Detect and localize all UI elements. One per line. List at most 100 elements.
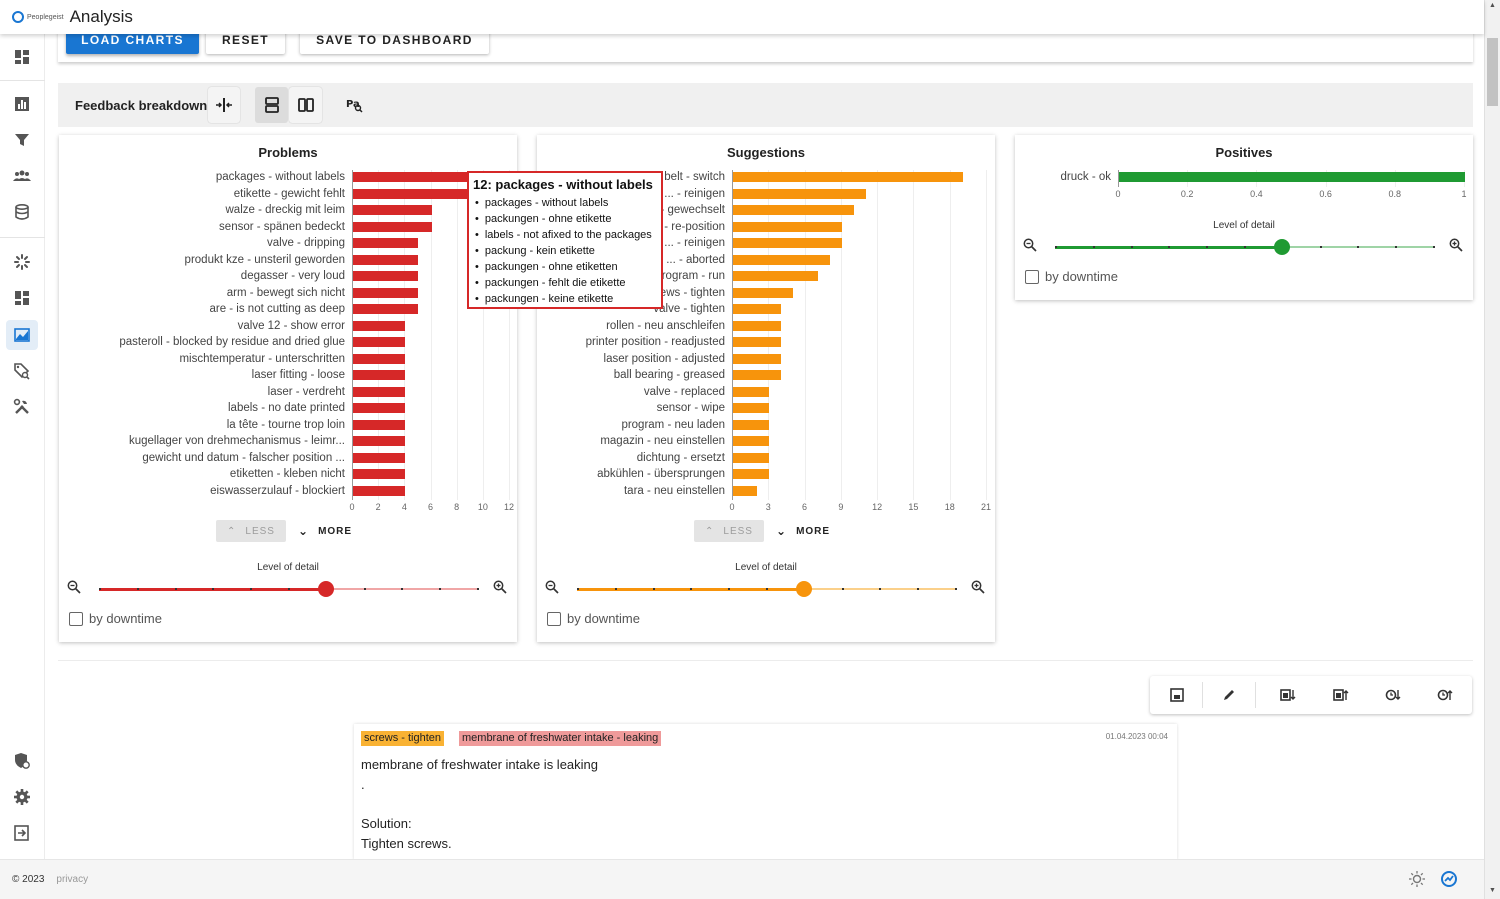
suggestions-bar[interactable]: [733, 221, 842, 232]
comment-tag-problem[interactable]: membrane of freshwater intake - leaking: [459, 731, 662, 746]
suggestions-bar[interactable]: [733, 403, 770, 413]
export-icon[interactable]: [1169, 687, 1185, 703]
problems-by-downtime-row[interactable]: by downtime: [69, 611, 162, 626]
suggestions-bar[interactable]: [733, 238, 842, 248]
chart-tooltip: 12: packages - without labels packages -…: [467, 171, 663, 309]
scroll-down-arrow-icon[interactable]: ▼: [1489, 887, 1496, 894]
app-logo[interactable]: Peoplegeist: [12, 11, 64, 23]
layout-stacked-button[interactable]: [255, 87, 288, 123]
suggestions-bar[interactable]: [733, 485, 758, 496]
suggestions-bar[interactable]: [733, 287, 794, 298]
suggestions-more-button[interactable]: ⌄ MORE: [772, 520, 834, 542]
nav-settings[interactable]: [6, 782, 38, 812]
scroll-up-arrow-icon[interactable]: ▲: [1489, 2, 1496, 9]
zoom-out-icon[interactable]: [67, 580, 81, 594]
dashboard-icon: [15, 50, 29, 64]
nav-security[interactable]: [6, 746, 38, 776]
clock-sort-down-icon[interactable]: [1385, 687, 1401, 703]
suggestions-bar[interactable]: [733, 337, 782, 347]
comment-card[interactable]: screws - tighten membrane of freshwater …: [354, 724, 1177, 860]
suggestions-bar[interactable]: [733, 436, 770, 446]
suggestions-bar[interactable]: [733, 370, 782, 380]
suggestions-bar[interactable]: [733, 172, 963, 182]
problems-x-tick-label: 8: [454, 502, 460, 512]
nav-logout[interactable]: [6, 818, 38, 848]
positives-by-downtime-row[interactable]: by downtime: [1025, 269, 1118, 284]
comment-tag-suggestion[interactable]: screws - tighten: [361, 731, 445, 746]
nav-database[interactable]: [6, 197, 38, 227]
scroll-thumb[interactable]: [1487, 38, 1498, 106]
problems-more-button[interactable]: ⌄ MORE: [294, 520, 356, 542]
suggestions-bar[interactable]: [733, 469, 770, 479]
nav-tools[interactable]: [6, 392, 38, 422]
brand-logo-icon[interactable]: [1440, 870, 1458, 888]
nav-analysis[interactable]: [6, 320, 38, 350]
nav-overview[interactable]: [6, 283, 38, 313]
nav-filter[interactable]: [6, 125, 38, 155]
suggestions-bar[interactable]: [733, 188, 867, 199]
zoom-in-icon[interactable]: [1449, 238, 1463, 252]
positives-bar[interactable]: [1119, 172, 1465, 182]
problems-bar[interactable]: [353, 436, 406, 446]
edit-icon[interactable]: [1221, 687, 1237, 703]
problems-bar[interactable]: [353, 370, 406, 380]
problems-bar[interactable]: [353, 419, 406, 430]
problems-bar[interactable]: [353, 188, 471, 199]
problems-bar[interactable]: [353, 254, 419, 265]
zoom-in-icon[interactable]: [971, 580, 985, 594]
problems-slider-knob[interactable]: [317, 581, 334, 597]
zoom-out-icon[interactable]: [1023, 238, 1037, 252]
nav-reports[interactable]: [6, 89, 38, 119]
problems-less-button[interactable]: ⌃ LESS: [216, 520, 286, 542]
problems-bar[interactable]: [353, 353, 406, 364]
zoom-out-icon[interactable]: [545, 580, 559, 594]
problems-bar[interactable]: [353, 403, 406, 413]
problems-bar[interactable]: [353, 469, 406, 479]
suggestions-bar[interactable]: [733, 386, 770, 397]
suggestions-bar[interactable]: [733, 320, 782, 331]
suggestions-slider-knob[interactable]: [795, 581, 812, 597]
translate-search-button[interactable]: Pa: [338, 87, 370, 123]
suggestions-less-button[interactable]: ⌃ LESS: [694, 520, 764, 542]
problems-bar[interactable]: [353, 485, 406, 496]
problems-bar[interactable]: [353, 221, 432, 232]
problems-bar[interactable]: [353, 238, 419, 248]
calendar-sort-up-icon[interactable]: [1333, 687, 1349, 703]
suggestions-bar[interactable]: [733, 304, 782, 314]
privacy-link[interactable]: privacy: [56, 874, 89, 885]
layout-columns-button[interactable]: [289, 87, 322, 123]
problems-bar[interactable]: [353, 205, 432, 215]
nav-tags[interactable]: [6, 356, 38, 386]
suggestions-bar[interactable]: [733, 353, 782, 364]
problems-bar[interactable]: [353, 172, 510, 182]
page-scrollbar[interactable]: ▲ ▼: [1484, 0, 1500, 899]
problems-by-downtime-checkbox[interactable]: [69, 611, 83, 626]
suggestions-category-label: tara - neu einstellen: [623, 484, 725, 497]
problems-x-tick-label: 0: [349, 502, 355, 512]
theme-toggle-icon[interactable]: [1408, 870, 1426, 888]
positives-by-downtime-checkbox[interactable]: [1025, 269, 1039, 284]
problems-bar[interactable]: [353, 287, 419, 298]
nav-dashboard[interactable]: [6, 42, 38, 72]
problems-bar[interactable]: [353, 320, 406, 331]
problems-bar[interactable]: [353, 386, 406, 397]
clock-sort-up-icon[interactable]: [1437, 687, 1453, 703]
problems-bar[interactable]: [353, 337, 406, 347]
zoom-in-icon[interactable]: [493, 580, 507, 594]
problems-bar[interactable]: [353, 271, 419, 281]
suggestions-bar[interactable]: [733, 271, 818, 281]
split-toggle-button[interactable]: [208, 87, 240, 123]
problems-bar[interactable]: [353, 452, 406, 463]
suggestions-bar[interactable]: [733, 254, 830, 265]
positives-slider-knob[interactable]: [1273, 239, 1290, 255]
suggestions-bar[interactable]: [733, 419, 770, 430]
nav-activity[interactable]: [6, 247, 38, 277]
suggestions-by-downtime-checkbox[interactable]: [547, 611, 561, 626]
suggestions-bar[interactable]: [733, 205, 854, 215]
suggestions-by-downtime-row[interactable]: by downtime: [547, 611, 640, 626]
suggestions-bar[interactable]: [733, 452, 770, 463]
nav-groups[interactable]: [6, 161, 38, 191]
suggestions-gridline: [913, 170, 915, 500]
problems-bar[interactable]: [353, 304, 419, 314]
calendar-sort-down-icon[interactable]: [1280, 687, 1296, 703]
